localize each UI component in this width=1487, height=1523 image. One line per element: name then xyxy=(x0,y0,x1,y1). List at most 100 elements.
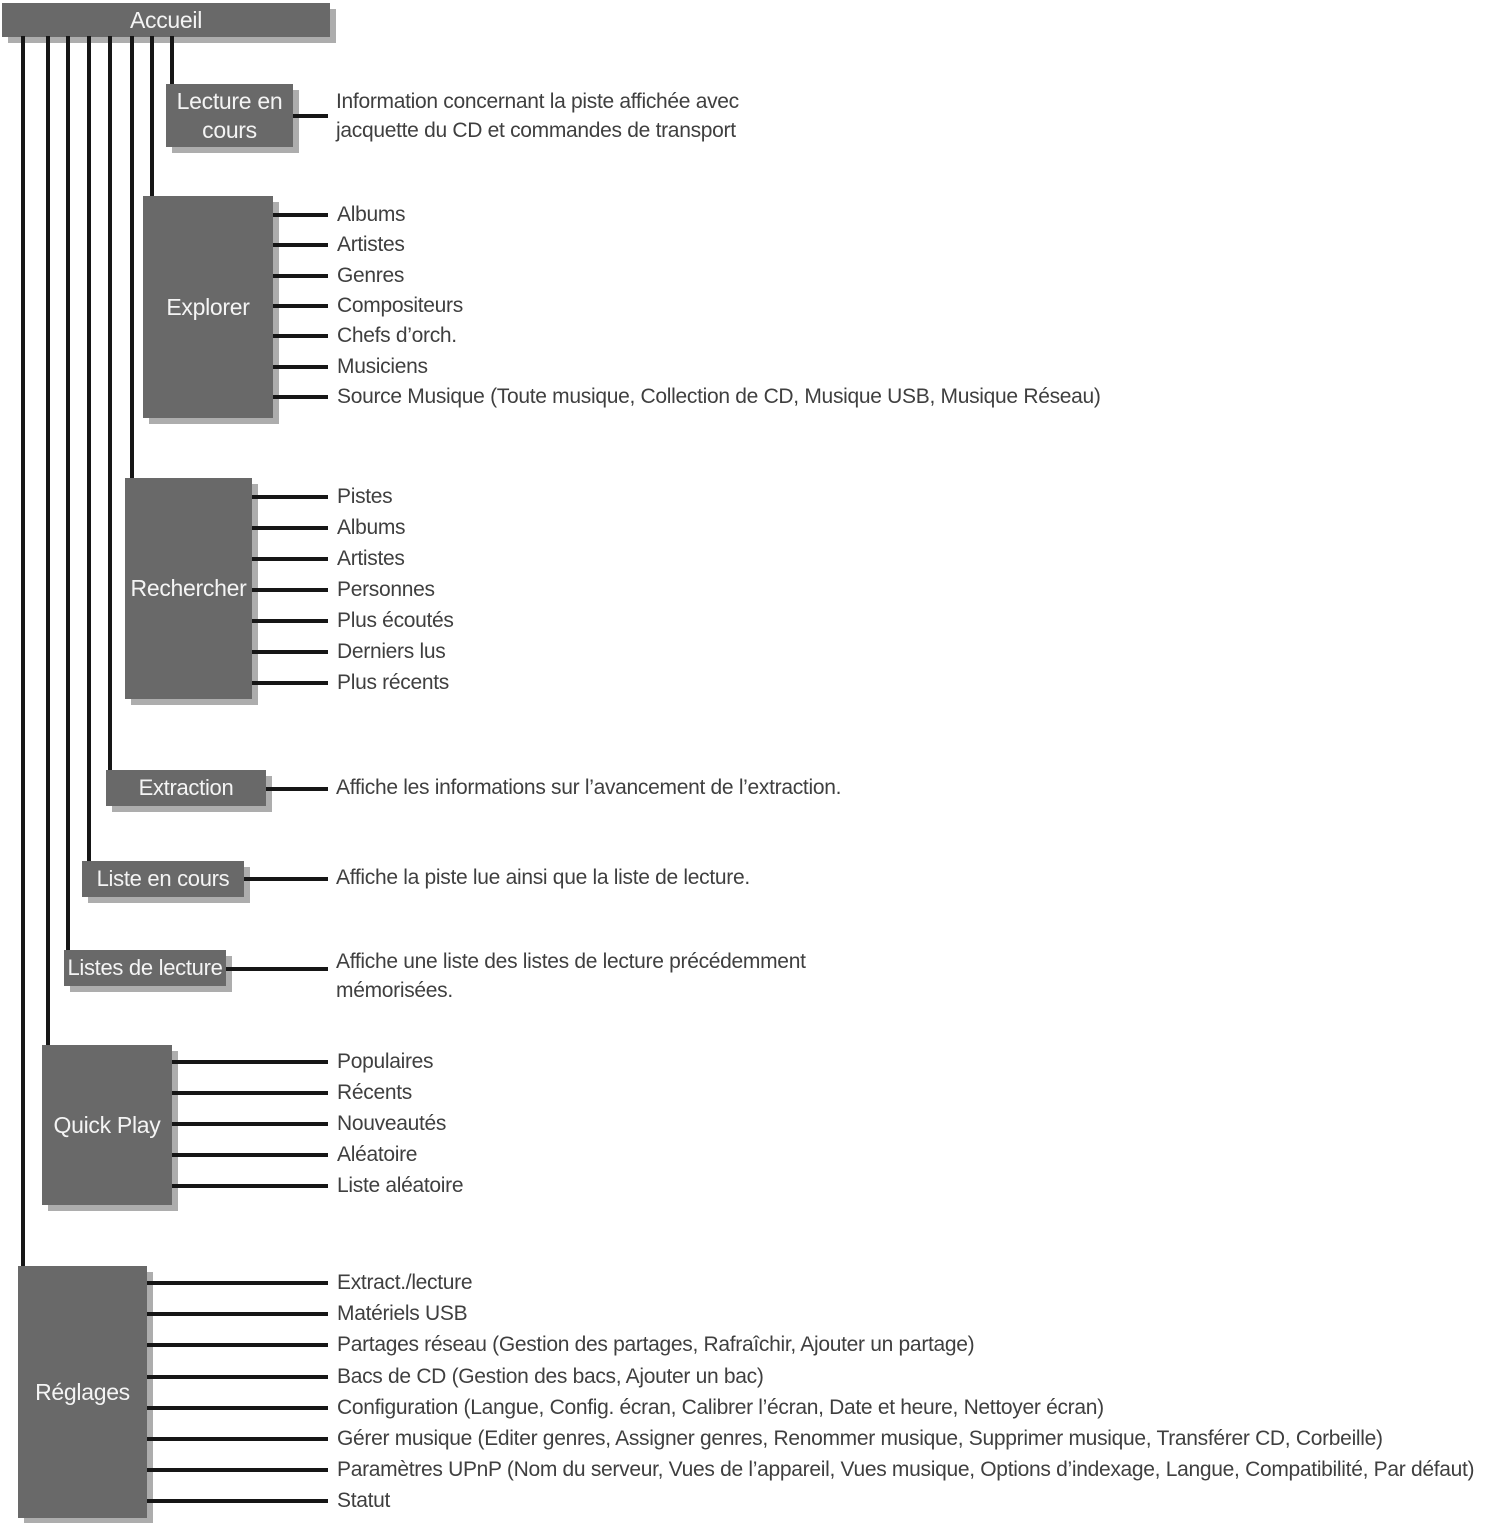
tree-item: Pistes xyxy=(252,482,393,512)
tree-item: Albums xyxy=(252,513,406,543)
connector-line xyxy=(147,1499,328,1503)
tree-item: Musiciens xyxy=(273,352,428,382)
tree-item: Personnes xyxy=(252,575,435,605)
connector-line xyxy=(273,213,328,217)
tree-item-label: Paramètres UPnP (Nom du serveur, Vues de… xyxy=(337,1458,1475,1481)
node-accueil-label: Accueil xyxy=(129,6,203,33)
tree-item-label: Pistes xyxy=(337,485,393,508)
tree-item: Nouveautés xyxy=(172,1109,446,1139)
tree-item: Artistes xyxy=(252,544,405,574)
tree-item: Chefs d’orch. xyxy=(273,321,457,351)
trunk-line-liste-en-cours xyxy=(87,36,91,861)
tree-item-label: Artistes xyxy=(337,547,405,570)
tree-item-label: Albums xyxy=(337,203,406,226)
node-accueil: Accueil xyxy=(2,3,330,37)
node-explorer-label: Explorer xyxy=(166,293,250,320)
connector-line xyxy=(273,365,328,369)
tree-item: Liste aléatoire xyxy=(172,1171,464,1201)
tree-item-label: Personnes xyxy=(337,578,435,601)
tree-item-label: Populaires xyxy=(337,1050,434,1073)
tree-item-label: Extract./lecture xyxy=(337,1271,473,1294)
listes-de-lecture-description: Affiche une liste des listes de lecture … xyxy=(336,950,806,1002)
node-reglages-label: Réglages xyxy=(35,1378,130,1405)
connector-line xyxy=(252,526,328,530)
trunk-line-reglages xyxy=(21,36,25,1266)
tree-item: Genres xyxy=(273,261,404,291)
tree-item-label: Récents xyxy=(337,1081,412,1104)
tree-item: Extract./lecture xyxy=(147,1268,473,1298)
connector-line xyxy=(252,681,328,685)
tree-item-label: Source Musique (Toute musique, Collectio… xyxy=(337,385,1101,408)
connector-line xyxy=(252,557,328,561)
tree-item-label: Albums xyxy=(337,516,406,539)
tree-item-label: Aléatoire xyxy=(337,1143,418,1166)
tree-item: Bacs de CD (Gestion des bacs, Ajouter un… xyxy=(147,1362,764,1392)
connector-line xyxy=(147,1468,328,1472)
tree-item: Compositeurs xyxy=(273,291,463,321)
connector-line xyxy=(147,1437,328,1441)
tree-item-label: Statut xyxy=(337,1489,391,1512)
tree-item: Récents xyxy=(172,1078,412,1108)
connector-line xyxy=(244,877,328,881)
tree-item: Plus écoutés xyxy=(252,606,454,636)
node-listes-de-lecture-label: Listes de lecture xyxy=(67,954,223,980)
tree-item-label: Musiciens xyxy=(337,355,428,378)
trunk-line-rechercher xyxy=(130,36,134,478)
connector-line xyxy=(147,1375,328,1379)
node-extraction: Extraction xyxy=(106,770,266,806)
tree-item-label: Bacs de CD (Gestion des bacs, Ajouter un… xyxy=(337,1365,764,1388)
tree-item-label: Genres xyxy=(337,264,405,287)
connector-line xyxy=(226,967,328,971)
tree-item: Aléatoire xyxy=(172,1140,417,1170)
tree-item-label: Plus écoutés xyxy=(337,609,454,632)
tree-item-label: Plus récents xyxy=(337,671,449,694)
node-quick-play: Quick Play xyxy=(42,1045,172,1205)
extraction-description: Affiche les informations sur l’avancemen… xyxy=(336,776,842,799)
tree-item-label: Configuration (Langue, Config. écran, Ca… xyxy=(337,1396,1104,1419)
tree-item-label: Gérer musique (Editer genres, Assigner g… xyxy=(337,1427,1383,1450)
node-quick-play-label: Quick Play xyxy=(53,1111,161,1138)
connector-line xyxy=(172,1060,328,1064)
connector-line xyxy=(273,304,328,308)
connector-line xyxy=(273,395,328,399)
connector-line xyxy=(266,787,328,791)
tree-item-label: Nouveautés xyxy=(337,1112,447,1135)
connector-line xyxy=(147,1406,328,1410)
tree-item: Albums xyxy=(273,200,406,230)
connector-line xyxy=(252,495,328,499)
connector-line xyxy=(293,114,328,118)
node-rechercher-label: Rechercher xyxy=(130,575,247,602)
connector-line xyxy=(147,1281,328,1285)
connector-line xyxy=(273,334,328,338)
tree-item: Statut xyxy=(147,1486,390,1516)
node-lecture-en-cours-label: Lecture en cours xyxy=(176,88,283,143)
connector-line xyxy=(273,243,328,247)
tree-item: Matériels USB xyxy=(147,1299,468,1329)
trunk-line-quick-play xyxy=(46,36,50,1045)
trunk-line-extraction xyxy=(108,36,112,770)
tree-item-label: Partages réseau (Gestion des partages, R… xyxy=(337,1333,975,1356)
tree-item-label: Matériels USB xyxy=(337,1302,468,1325)
tree-item: Populaires xyxy=(172,1047,434,1077)
node-liste-en-cours-label: Liste en cours xyxy=(96,865,230,891)
liste-en-cours-description: Affiche la piste lue ainsi que la liste … xyxy=(336,866,750,889)
tree-item: Paramètres UPnP (Nom du serveur, Vues de… xyxy=(147,1455,1475,1485)
node-explorer: Explorer xyxy=(143,196,273,418)
node-rechercher: Rechercher xyxy=(125,478,252,699)
trunk-line-listes-de-lecture xyxy=(66,36,70,950)
node-lecture-en-cours: Lecture en cours xyxy=(166,84,293,147)
connector-line xyxy=(147,1312,328,1316)
connector-line xyxy=(252,619,328,623)
tree-item-label: Artistes xyxy=(337,233,405,256)
connector-line xyxy=(172,1091,328,1095)
node-liste-en-cours: Liste en cours xyxy=(82,861,244,897)
tree-item-label: Chefs d’orch. xyxy=(337,324,457,347)
tree-item-label: Derniers lus xyxy=(337,640,446,663)
connector-line xyxy=(172,1153,328,1157)
node-listes-de-lecture: Listes de lecture xyxy=(64,950,226,986)
tree-item: Source Musique (Toute musique, Collectio… xyxy=(273,382,1101,412)
lecture-en-cours-description: Information concernant la piste affichée… xyxy=(336,90,739,142)
node-reglages: Réglages xyxy=(18,1266,147,1518)
tree-item: Partages réseau (Gestion des partages, R… xyxy=(147,1330,975,1360)
